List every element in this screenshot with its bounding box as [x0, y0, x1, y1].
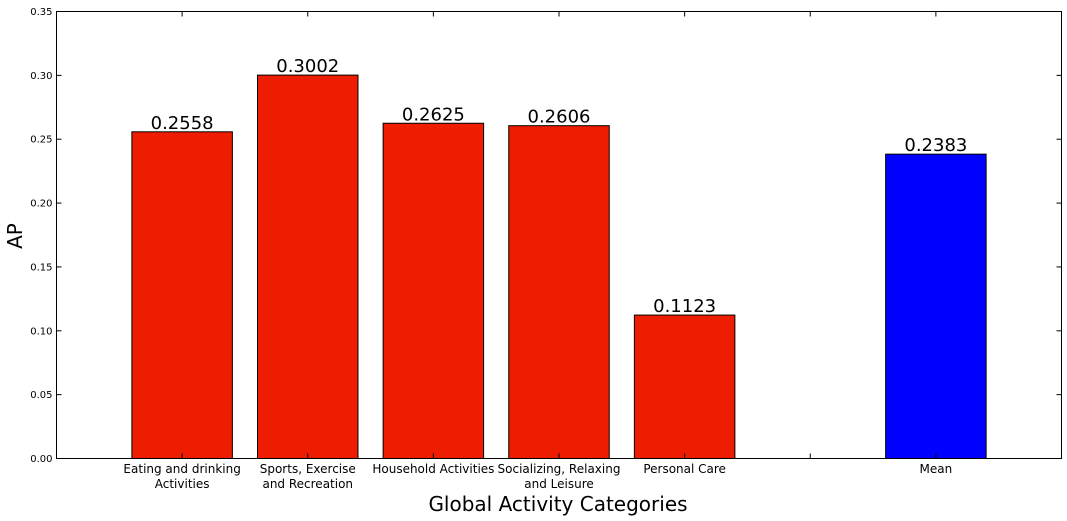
bar-value-label: 0.2606 [528, 107, 591, 128]
y-tick-label: 0.20 [30, 199, 52, 210]
bar [257, 74, 359, 459]
bar [633, 314, 736, 459]
y-tick-label: 0.10 [30, 326, 52, 337]
category-label: Household Activities [372, 462, 494, 476]
bar-value-label: 0.2558 [151, 113, 214, 134]
category-label: Eating and drinking [123, 462, 240, 476]
category-label: and Recreation [262, 477, 353, 491]
category-label: and Leisure [524, 477, 594, 491]
y-tick-label: 0.35 [30, 7, 52, 18]
bar [508, 125, 610, 459]
bar [131, 131, 233, 459]
bar-value-label: 0.2383 [904, 135, 967, 156]
bar [382, 122, 485, 459]
bar-value-label: 0.1123 [653, 296, 716, 317]
category-label: Activities [155, 477, 210, 491]
y-tick-label: 0.25 [30, 135, 52, 146]
y-tick-label: 0.30 [30, 71, 52, 82]
y-tick-label: 0.00 [30, 454, 52, 465]
category-label: Sports, Exercise [260, 462, 356, 476]
y-tick-label: 0.05 [30, 390, 52, 401]
category-label: Mean [920, 462, 953, 476]
y-axis-title: AP [3, 223, 27, 249]
x-axis-title: Global Activity Categories [428, 492, 687, 516]
bar-value-label: 0.3002 [276, 56, 339, 77]
bar [885, 153, 987, 459]
category-label: Socializing, Relaxing [498, 462, 621, 476]
category-label: Personal Care [643, 462, 726, 476]
y-tick-label: 0.15 [30, 262, 52, 273]
bar-value-label: 0.2625 [402, 104, 465, 125]
